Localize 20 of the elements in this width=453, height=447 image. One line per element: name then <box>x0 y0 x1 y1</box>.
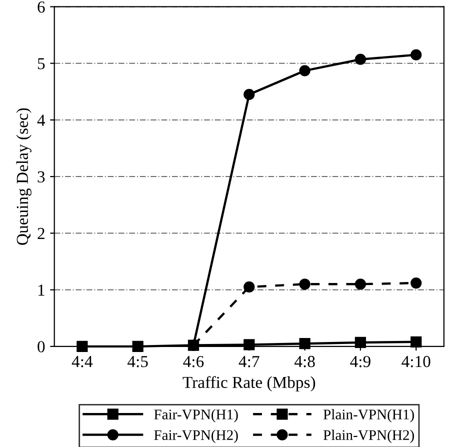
x-axis-title: Traffic Rate (Mbps) <box>182 376 316 392</box>
x-tick-label: 4:4 <box>72 356 93 368</box>
x-tick-label: 4:5 <box>128 356 148 368</box>
x-tick-label: 4:9 <box>350 356 370 368</box>
y-tick-label: 6 <box>38 1 45 13</box>
y-tick-label: 0 <box>38 341 45 352</box>
y-tick-label: 2 <box>38 228 44 239</box>
x-tick-label: 4:6 <box>183 356 204 368</box>
x-tick-label: 4:8 <box>294 356 315 368</box>
y-axis-title: Queuing Delay (sec) <box>16 108 32 245</box>
legend-label: Plain-VPN(H1) <box>323 409 414 422</box>
y-tick-label: 4 <box>37 114 46 126</box>
legend-label: Plain-VPN(H2) <box>323 430 414 443</box>
legend-label: Fair-VPN(H1) <box>154 409 238 422</box>
y-tick-label: 1 <box>38 284 44 296</box>
y-tick-label: 5 <box>38 58 45 70</box>
x-tick-label: 4:10 <box>402 356 430 368</box>
y-tick-label: 3 <box>38 171 45 183</box>
legend-label: Fair-VPN(H2) <box>154 430 238 443</box>
x-tick-label: 4:7 <box>238 356 260 368</box>
